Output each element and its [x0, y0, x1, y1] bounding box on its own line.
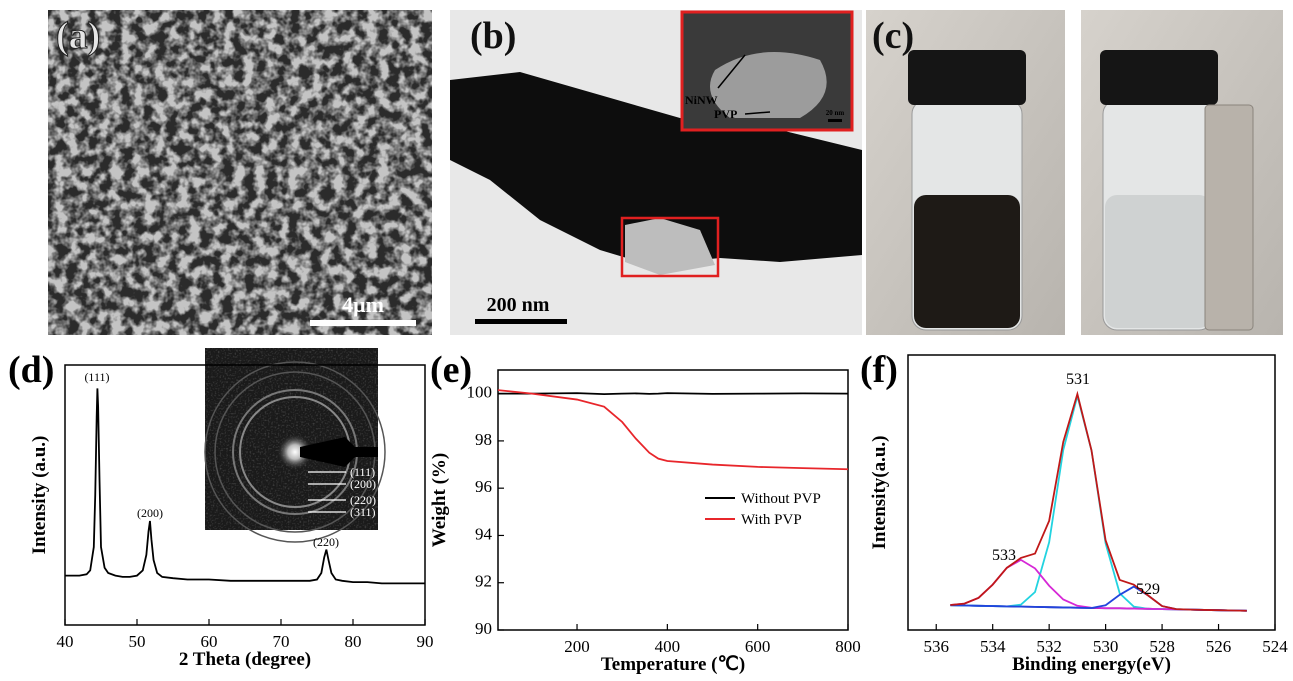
x-tick-label: 800: [835, 637, 861, 656]
y-tick-label: 100: [467, 383, 493, 402]
panel-label: (d): [8, 349, 54, 391]
panel-label: (f): [860, 349, 898, 391]
data-line: [498, 390, 848, 469]
x-axis-title: Binding energy(eV): [1012, 654, 1171, 675]
x-tick-label: 536: [923, 637, 949, 656]
scale-bar: [475, 319, 567, 324]
panel-c: (c): [866, 10, 1283, 335]
y-axis-title: Intensity (a.u.): [29, 436, 50, 555]
panel-b: (b) 200 nm NiNW PVP 20 nm: [450, 10, 862, 335]
y-tick-label: 96: [475, 477, 492, 496]
panel-label: (b): [470, 15, 516, 57]
x-tick-label: 40: [57, 632, 74, 651]
peak-label: (111): [84, 370, 109, 384]
peak-label: 531: [1066, 371, 1090, 388]
inset-label: NiNW: [685, 93, 718, 107]
legend-label: Without PVP: [741, 491, 821, 507]
x-tick-label: 526: [1206, 637, 1232, 656]
cap: [1100, 50, 1218, 105]
y-tick-label: 94: [475, 524, 493, 543]
x-axis-title: Temperature (℃): [601, 654, 745, 675]
x-tick-label: 524: [1262, 637, 1288, 656]
panel-label: (a): [56, 15, 100, 57]
data-line: [950, 587, 1246, 611]
x-tick-label: 90: [417, 632, 434, 651]
panel-a: (a) 4μm: [48, 10, 432, 335]
figure: (a) 4μm (b) 200 nm NiNW PVP 20 nm (c): [0, 0, 1293, 681]
panel-label: (c): [872, 15, 914, 57]
dispersion: [914, 195, 1020, 328]
legend-label: With PVP: [741, 512, 802, 528]
y-tick-label: 98: [475, 430, 492, 449]
plot-frame: [908, 355, 1275, 630]
clear-liquid: [1105, 195, 1211, 328]
x-axis-title: 2 Theta (degree): [179, 649, 311, 670]
y-axis-title: Weight (%): [429, 453, 450, 547]
inset-scale-bar: [828, 119, 842, 122]
x-tick-label: 534: [980, 637, 1006, 656]
scale-bar: [310, 320, 416, 326]
y-tick-label: 92: [475, 572, 492, 591]
data-line: [498, 393, 848, 394]
y-axis-title: Intensity(a.u.): [869, 435, 890, 549]
scale-label: 200 nm: [487, 294, 550, 316]
y-tick-label: 90: [475, 619, 492, 638]
peak-label: 529: [1136, 581, 1160, 598]
inset-label: (311): [350, 505, 376, 519]
magnet: [1205, 105, 1253, 330]
peak-label: (220): [313, 535, 339, 549]
data-line: [950, 396, 1246, 611]
inset-label: PVP: [714, 107, 737, 121]
x-tick-label: 200: [564, 637, 590, 656]
scale-label: 4μm: [342, 292, 384, 317]
inset-scale-label: 20 nm: [826, 109, 845, 117]
x-tick-label: 600: [745, 637, 771, 656]
peak-label: (200): [137, 506, 163, 520]
x-tick-label: 50: [129, 632, 146, 651]
inset-label: (200): [350, 477, 376, 491]
x-tick-label: 80: [345, 632, 362, 651]
cap: [908, 50, 1026, 105]
data-line: [950, 560, 1246, 611]
peak-label: 533: [992, 547, 1016, 564]
sem-texture: [48, 10, 432, 335]
